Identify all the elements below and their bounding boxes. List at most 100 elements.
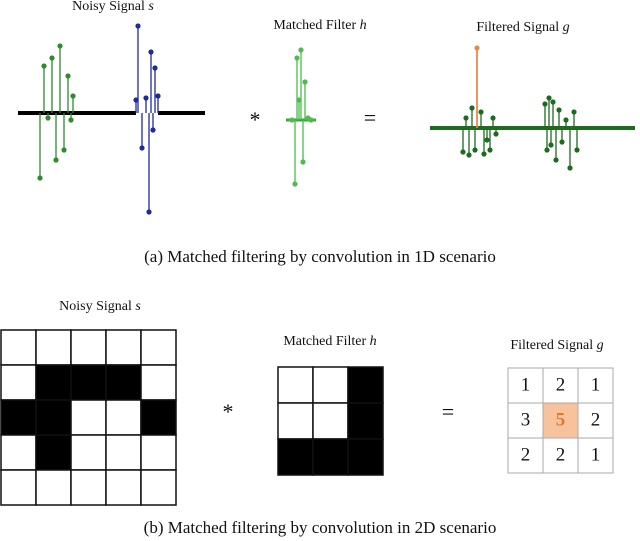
- filter-cell: [312, 402, 349, 440]
- stem-head: [135, 23, 141, 29]
- caption: (b) Matched filtering by convolution in …: [144, 518, 497, 537]
- title: Noisy Signal s: [59, 299, 141, 314]
- stem-head: [294, 55, 300, 61]
- title: Matched Filter h: [273, 18, 366, 33]
- result-value: 3: [521, 409, 531, 430]
- filter-cell: [277, 366, 314, 404]
- symbol: h: [360, 18, 367, 33]
- grid-cell: [105, 399, 142, 436]
- filter-cell: [347, 366, 384, 404]
- symbol: s: [148, 0, 154, 14]
- operator: =: [442, 399, 454, 424]
- title-text: Noisy Signal: [72, 0, 145, 14]
- filter-cell: [277, 402, 314, 440]
- stem-plots: [18, 23, 635, 215]
- result-cell: [507, 437, 544, 474]
- filter-cell: [312, 366, 349, 404]
- stem-head: [143, 95, 149, 101]
- stem-head: [152, 65, 158, 71]
- stem-head: [493, 131, 499, 137]
- grid-cell: [70, 469, 107, 506]
- title-text: Filtered Signal: [476, 20, 559, 35]
- grid-cell: [35, 434, 72, 471]
- grid-cell: [140, 364, 177, 401]
- grid-cell: [70, 364, 107, 401]
- result-cell: [577, 402, 614, 439]
- stem-head: [478, 109, 484, 115]
- result-cell: [542, 402, 579, 439]
- grid-cell: [70, 329, 107, 366]
- stem-head: [298, 47, 304, 53]
- title: Filtered Signal g: [510, 338, 603, 353]
- grid-cell: [105, 329, 142, 366]
- stem-head: [550, 99, 556, 105]
- stem-head: [308, 117, 314, 123]
- operator: =: [364, 105, 376, 130]
- operator: *: [250, 107, 261, 132]
- grid-cell: [140, 329, 177, 366]
- stem-head: [463, 115, 469, 121]
- stem-head: [544, 147, 550, 153]
- symbol: g: [563, 20, 570, 35]
- stem-head: [546, 95, 552, 101]
- symbol: g: [597, 338, 604, 353]
- grid-cell: [35, 469, 72, 506]
- stem-head: [68, 117, 74, 123]
- stem-head: [460, 149, 466, 155]
- title-text: Noisy Signal: [59, 299, 132, 314]
- filter-cell: [277, 438, 314, 476]
- grid-cell: [140, 469, 177, 506]
- filter-cell: [312, 438, 349, 476]
- stem-head: [474, 45, 480, 51]
- stem-head: [146, 209, 152, 215]
- result-value: 2: [521, 444, 531, 465]
- stem-head: [302, 79, 308, 85]
- stem-head: [57, 43, 63, 49]
- grid-cell: [35, 329, 72, 366]
- grid-cell: [35, 364, 72, 401]
- filter-cell: [347, 402, 384, 440]
- caption: (a) Matched filtering by convolution in …: [144, 247, 496, 266]
- grid-cell: [0, 399, 37, 436]
- grid-cell: [35, 399, 72, 436]
- result-value: 2: [556, 444, 566, 465]
- stem-head: [490, 115, 496, 121]
- grid-cell: [70, 399, 107, 436]
- grid-cell: [140, 434, 177, 471]
- stem-head: [45, 115, 51, 121]
- grid-cell: [0, 364, 37, 401]
- stem-head: [487, 147, 493, 153]
- grid-cell: [0, 469, 37, 506]
- grid-cell: [0, 434, 37, 471]
- stem-head: [61, 147, 67, 153]
- stem-head: [300, 159, 306, 165]
- stem-head: [466, 152, 472, 158]
- result-cell: [542, 437, 579, 474]
- stem-head: [150, 127, 156, 133]
- symbol: s: [135, 299, 141, 314]
- stem-head: [53, 157, 59, 163]
- result-value: 5: [556, 409, 566, 430]
- title: Matched Filter h: [283, 334, 376, 349]
- grids: 1 2 1 3 5 2 2 2 1: [0, 329, 614, 506]
- stem-head: [148, 49, 154, 55]
- stem-head: [556, 107, 562, 113]
- stem-head: [65, 73, 71, 79]
- stem-head: [563, 117, 569, 123]
- stem-head: [567, 165, 573, 171]
- stem-head: [574, 147, 580, 153]
- grid-cell: [140, 399, 177, 436]
- grid-cell: [70, 434, 107, 471]
- grid-cell: [105, 469, 142, 506]
- result-value: 1: [591, 374, 601, 395]
- result-value: 2: [556, 374, 566, 395]
- stem-head: [139, 145, 145, 151]
- grid-cell: [105, 434, 142, 471]
- stem-head: [484, 137, 490, 143]
- title-text: Matched Filter: [273, 18, 356, 33]
- stem-head: [289, 117, 295, 123]
- stem-head: [469, 105, 475, 111]
- stem-head: [296, 97, 302, 103]
- title-text: Filtered Signal: [510, 338, 593, 353]
